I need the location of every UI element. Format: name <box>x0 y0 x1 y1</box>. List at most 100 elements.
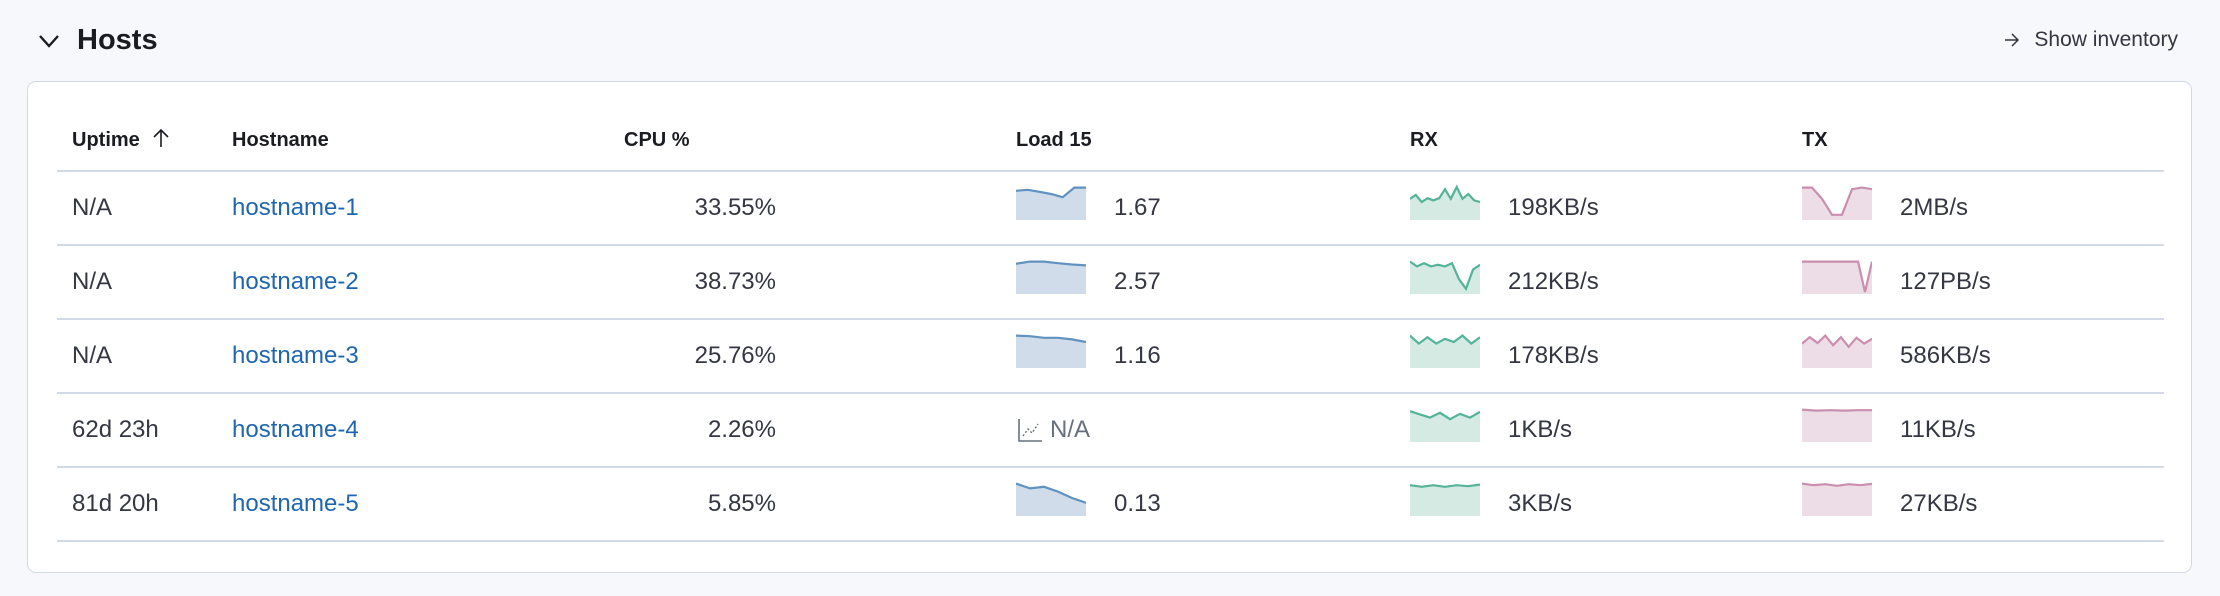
sparkline-line <box>1802 333 1872 349</box>
table-row: N/A hostname-2 38.73% 2.57 212KB/s 127PB… <box>57 245 2164 320</box>
rx-value: 178KB/s <box>1508 342 1599 369</box>
hostname-link[interactable]: hostname-1 <box>232 194 359 221</box>
rx-sparkline <box>1410 184 1480 220</box>
load-cell: 0.13 <box>1001 467 1395 542</box>
hostname-link[interactable]: hostname-5 <box>232 490 359 517</box>
load-value: 1.16 <box>1114 342 1161 369</box>
load-value: N/A <box>1050 416 1091 443</box>
hostname-cell: hostname-2 <box>217 245 609 320</box>
sparkline-line <box>1016 186 1086 199</box>
sparkline-area <box>1802 335 1872 368</box>
tx-sparkline <box>1802 408 1872 442</box>
hostname-cell: hostname-3 <box>217 319 609 394</box>
sparkline-area <box>1016 483 1086 516</box>
sparkline-line <box>1410 483 1480 488</box>
column-label: Uptime <box>72 129 140 151</box>
sparkline-line <box>1016 260 1086 267</box>
uptime-cell: N/A <box>57 171 217 246</box>
tx-value: 27KB/s <box>1900 490 1978 517</box>
sparkline-line <box>1410 334 1480 346</box>
load-cell: N/A <box>1001 393 1395 468</box>
sparkline-line <box>1802 408 1872 412</box>
tx-cell: 27KB/s <box>1787 467 2164 542</box>
tx-value: 127PB/s <box>1900 268 1991 295</box>
section-title: Hosts <box>77 24 158 56</box>
sort-arrow-up-icon <box>153 128 169 147</box>
hostname-cell: hostname-1 <box>217 171 609 246</box>
column-header-rx[interactable]: RX <box>1395 110 1787 172</box>
column-header-uptime[interactable]: Uptime <box>57 110 217 172</box>
tx-sparkline <box>1802 333 1872 368</box>
rx-value: 3KB/s <box>1508 490 1573 517</box>
hostname-link[interactable]: hostname-4 <box>232 416 359 443</box>
rx-value: 198KB/s <box>1508 194 1599 221</box>
rx-cell: 3KB/s <box>1395 467 1787 542</box>
sparkline-area <box>1410 187 1480 220</box>
column-header-hostname[interactable]: Hostname <box>217 110 609 172</box>
rx-cell: 198KB/s <box>1395 171 1787 246</box>
load-sparkline <box>1016 260 1086 294</box>
section-header: Hosts Show inventory <box>0 0 2220 81</box>
rx-value: 1KB/s <box>1508 416 1573 443</box>
tx-sparkline <box>1802 186 1872 220</box>
load-cell: 2.57 <box>1001 245 1395 320</box>
table-row: 81d 20h hostname-5 5.85% 0.13 3KB/s 27KB… <box>57 467 2164 542</box>
chevron-down-icon[interactable] <box>38 30 60 52</box>
sparkline-area <box>1802 483 1872 516</box>
load-cell: 1.67 <box>1001 171 1395 246</box>
chart-unavailable-icon <box>1018 419 1042 442</box>
hostname-link[interactable]: hostname-2 <box>232 268 359 295</box>
table-row: N/A hostname-3 25.76% 1.16 178KB/s 586KB… <box>57 319 2164 394</box>
rx-sparkline <box>1410 334 1480 368</box>
sparkline-area <box>1802 409 1872 442</box>
hosts-panel: Uptime Hostname CPU % Load 15 RX TX N/A … <box>27 81 2192 573</box>
rx-value: 212KB/s <box>1508 268 1599 295</box>
table-row: 62d 23h hostname-4 2.26% N/A 1KB/s 11KB/… <box>57 393 2164 468</box>
sparkline-area <box>1802 187 1872 220</box>
hostname-link[interactable]: hostname-3 <box>232 342 359 369</box>
table-header-row: Uptime Hostname CPU % Load 15 RX TX <box>57 110 2164 172</box>
load-value: 1.67 <box>1114 194 1161 221</box>
sparkline-area <box>1802 261 1872 294</box>
tx-sparkline <box>1802 482 1872 516</box>
hostname-cell: hostname-5 <box>217 467 609 542</box>
load-value: 2.57 <box>1114 268 1161 295</box>
rx-cell: 1KB/s <box>1395 393 1787 468</box>
rx-sparkline <box>1410 410 1480 442</box>
show-inventory-label: Show inventory <box>2034 28 2178 51</box>
sparkline-area <box>1016 335 1086 368</box>
tx-cell: 127PB/s <box>1787 245 2164 320</box>
hosts-table: Uptime Hostname CPU % Load 15 RX TX N/A … <box>57 110 2164 542</box>
load-sparkline <box>1016 186 1086 220</box>
cpu-cell: 38.73% <box>609 245 1001 320</box>
cpu-cell: 5.85% <box>609 467 1001 542</box>
sparkline-line <box>1016 482 1086 504</box>
rx-sparkline <box>1410 260 1480 294</box>
cpu-cell: 33.55% <box>609 171 1001 246</box>
rx-cell: 178KB/s <box>1395 319 1787 394</box>
load-sparkline <box>1016 482 1086 516</box>
show-inventory-link[interactable]: Show inventory <box>2004 28 2178 52</box>
load-na: N/A <box>1016 416 1090 444</box>
arrow-right-icon <box>2005 33 2020 47</box>
uptime-cell: 81d 20h <box>57 467 217 542</box>
column-header-tx[interactable]: TX <box>1787 110 2164 172</box>
sparkline-area <box>1410 484 1480 516</box>
sparkline-area <box>1410 261 1480 294</box>
cpu-cell: 25.76% <box>609 319 1001 394</box>
load-cell: 1.16 <box>1001 319 1395 394</box>
rx-sparkline <box>1410 483 1480 516</box>
tx-sparkline <box>1802 260 1872 294</box>
uptime-cell: N/A <box>57 245 217 320</box>
tx-value: 586KB/s <box>1900 342 1991 369</box>
sparkline-line <box>1802 186 1872 216</box>
column-header-cpu[interactable]: CPU % <box>609 110 1001 172</box>
tx-cell: 11KB/s <box>1787 393 2164 468</box>
load-value: 0.13 <box>1114 490 1161 517</box>
sparkline-line <box>1802 260 1872 293</box>
sparkline-line <box>1016 334 1086 344</box>
sparkline-line <box>1410 260 1480 292</box>
column-header-load15[interactable]: Load 15 <box>1001 110 1395 172</box>
sparkline-area <box>1016 261 1086 294</box>
sparkline-line <box>1802 482 1872 487</box>
